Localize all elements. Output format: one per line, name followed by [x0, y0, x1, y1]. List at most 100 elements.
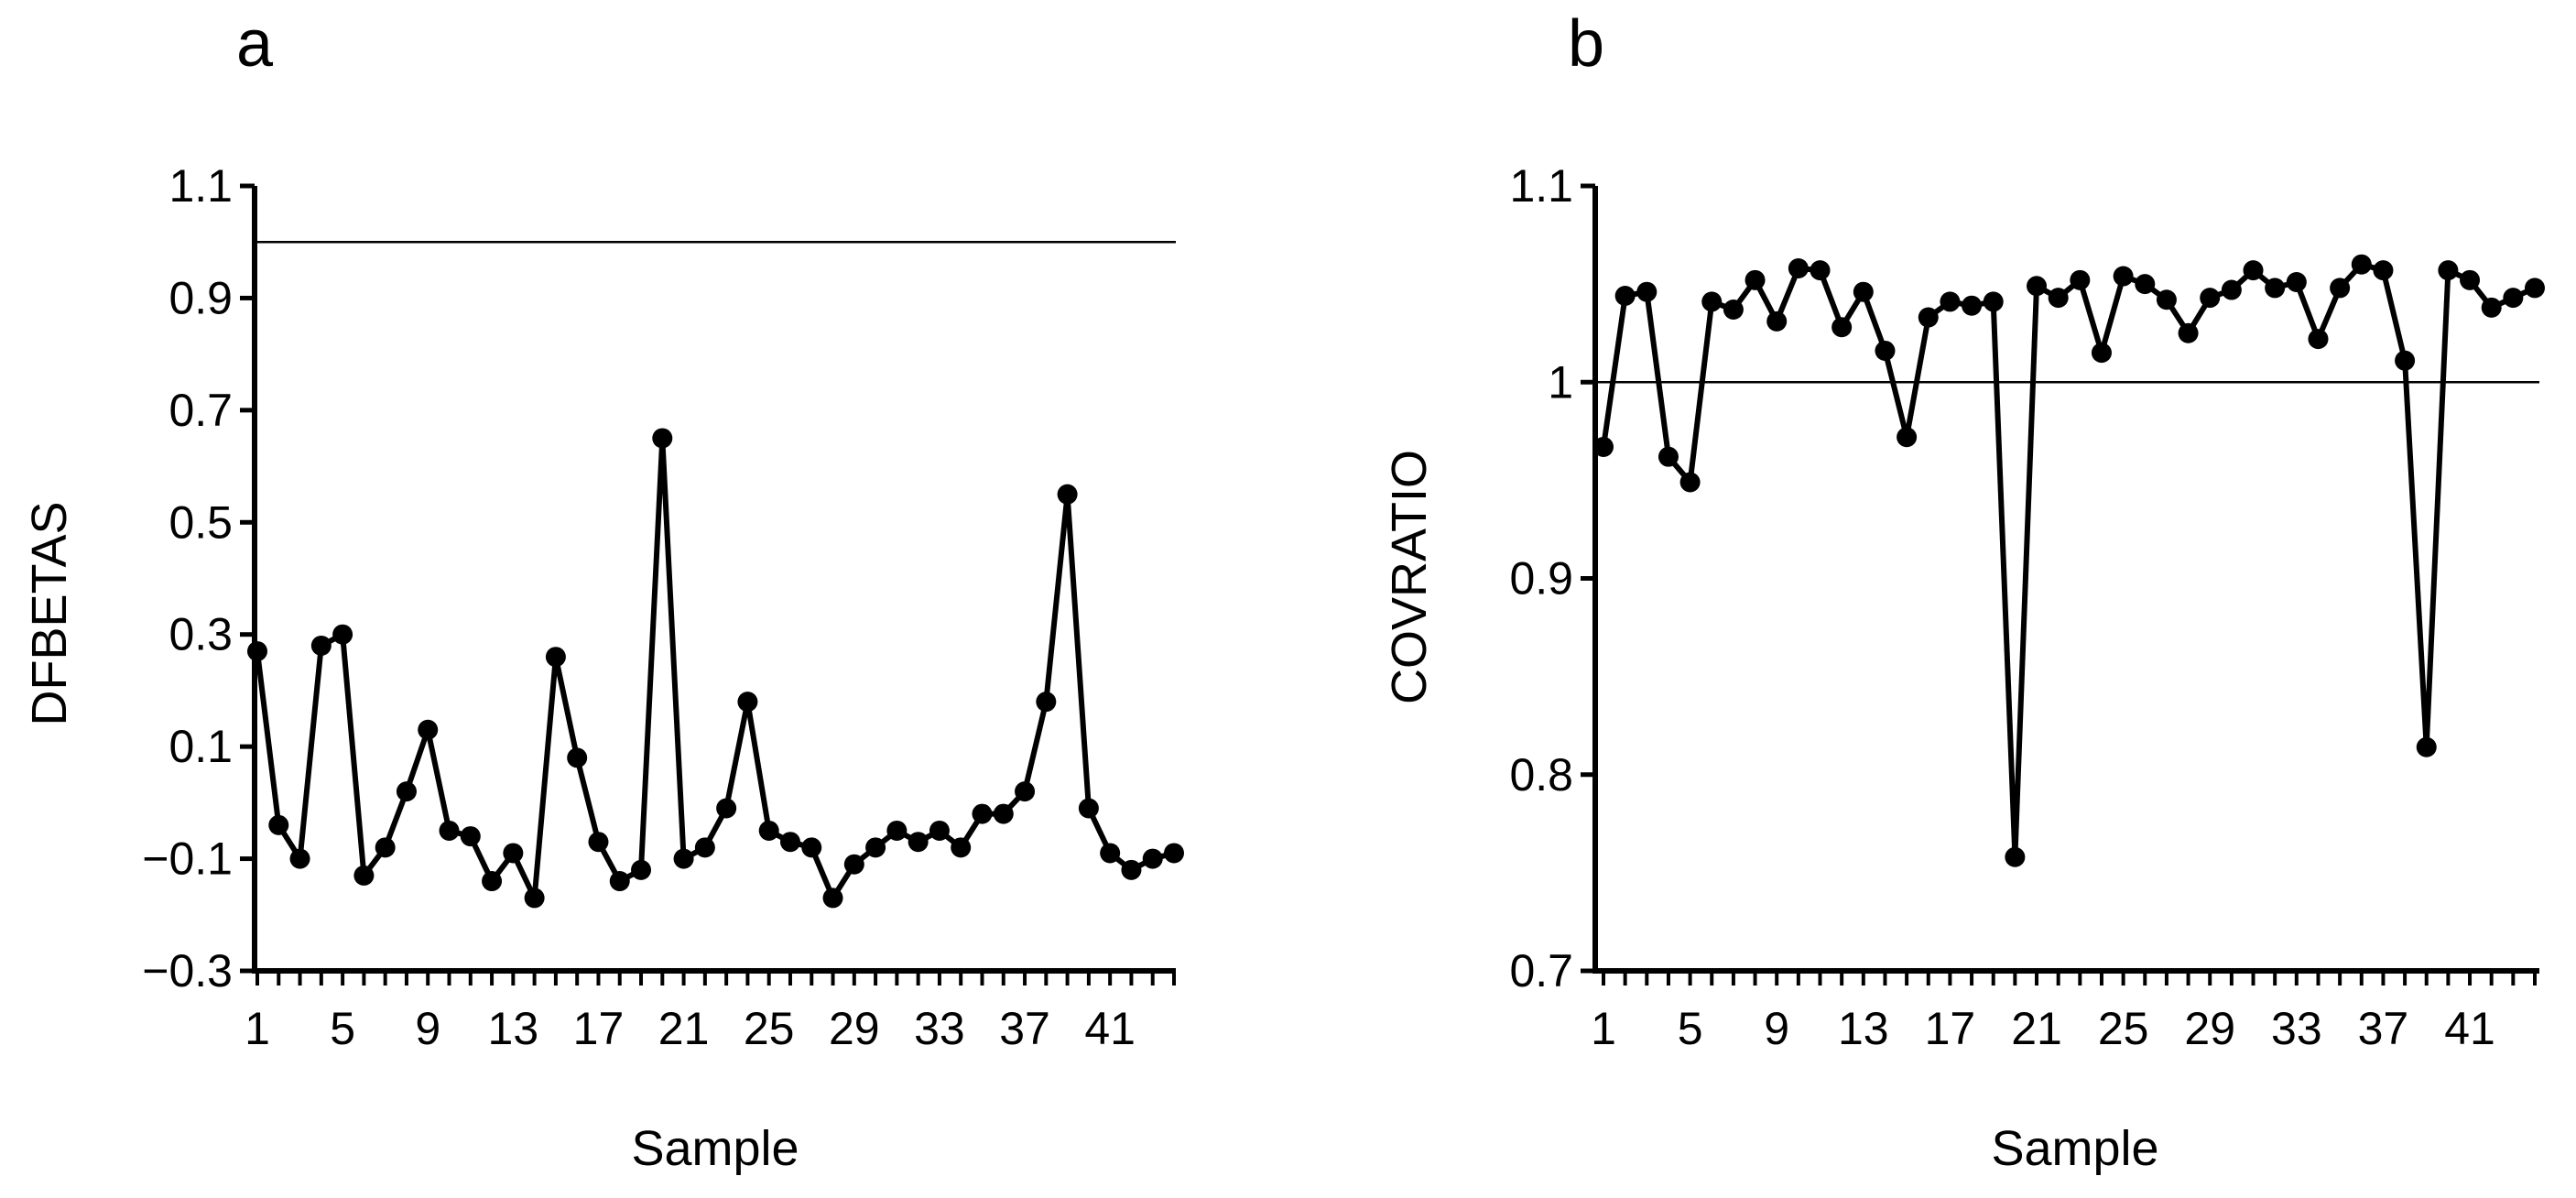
data-point-b-28: [2178, 322, 2199, 343]
y-tick-label-a-7: 1.1: [168, 160, 233, 212]
data-point-b-24: [2091, 343, 2112, 364]
x-tick-label-a-6: 25: [744, 1003, 795, 1054]
data-point-b-8: [1745, 269, 1766, 290]
data-point-a-43: [1142, 848, 1163, 869]
y-tick-label-b-2: 0.9: [1509, 553, 1573, 604]
x-tick-label-a-8: 33: [914, 1003, 965, 1054]
x-tick-label-b-2: 9: [1764, 1003, 1789, 1054]
data-point-a-31: [886, 820, 908, 841]
data-point-b-25: [2113, 266, 2134, 287]
data-point-b-16: [1918, 307, 1939, 328]
data-point-a-27: [801, 837, 822, 858]
data-point-b-6: [1701, 291, 1723, 312]
data-point-b-29: [2200, 288, 2221, 309]
data-point-a-34: [951, 837, 972, 858]
data-point-a-37: [1015, 781, 1036, 802]
data-point-b-10: [1788, 257, 1809, 278]
data-point-b-44: [2525, 278, 2545, 299]
data-point-b-35: [2330, 278, 2351, 299]
x-tick-label-b-5: 21: [2011, 1003, 2062, 1054]
axis-ticks-a: −0.3 −0.1 0.1 0.3 0.5 0.7 0.9 1.1 1 5 9 13 17 21 25 29 3…: [142, 160, 1176, 1054]
data-point-b-11: [1810, 260, 1831, 281]
data-point-b-19: [1983, 291, 2004, 312]
x-tick-label-a-5: 21: [658, 1003, 710, 1054]
data-point-b-21: [2027, 276, 2048, 297]
series-line-b: [1601, 261, 2537, 860]
data-point-b-12: [1831, 317, 1853, 338]
y-axis-title-a: DFBETAS: [22, 501, 77, 725]
data-point-a-38: [1036, 692, 1057, 713]
series-points-b: [1593, 254, 2545, 867]
y-axis-title-b: COVRATIO: [1382, 450, 1437, 704]
x-tick-label-b-3: 13: [1838, 1003, 1889, 1054]
x-tick-label-a-7: 29: [829, 1003, 880, 1054]
data-point-b-18: [1962, 295, 1983, 316]
data-point-b-22: [2048, 288, 2069, 309]
x-tick-label-a-4: 17: [573, 1003, 625, 1054]
data-point-a-36: [993, 803, 1014, 824]
data-point-b-23: [2070, 269, 2091, 290]
series-points-a: [247, 428, 1184, 909]
data-point-a-25: [758, 820, 779, 841]
data-point-b-30: [2221, 279, 2242, 300]
data-point-b-13: [1853, 281, 1874, 302]
y-tick-label-b-0: 0.7: [1509, 945, 1573, 997]
data-point-a-9: [418, 719, 439, 740]
x-tick-label-a-2: 9: [415, 1003, 440, 1054]
data-point-a-10: [439, 820, 460, 841]
data-point-a-12: [482, 871, 503, 892]
x-tick-label-a-3: 13: [488, 1003, 539, 1054]
data-point-a-35: [972, 803, 993, 824]
x-tick-label-b-1: 5: [1678, 1003, 1703, 1054]
data-point-a-26: [779, 832, 800, 853]
data-point-b-33: [2286, 271, 2307, 292]
chart-panel-b: b Sample COVRATIO 0.7 0.8 0.9 1 1.1 1 5 9 13 17 21…: [1382, 7, 2545, 1176]
data-point-a-20: [652, 428, 673, 449]
x-tick-label-b-6: 25: [2098, 1003, 2149, 1054]
y-tick-label-a-5: 0.7: [168, 385, 233, 436]
y-tick-label-b-3: 1: [1548, 356, 1573, 408]
data-point-a-4: [310, 635, 332, 656]
data-point-b-39: [2416, 736, 2437, 757]
y-tick-label-a-1: −0.1: [142, 833, 233, 885]
panel-label-a: a: [236, 7, 274, 81]
data-point-b-5: [1679, 472, 1701, 493]
series-line-a: [255, 435, 1175, 901]
data-point-a-18: [609, 871, 630, 892]
data-point-a-23: [716, 798, 737, 819]
data-point-a-19: [631, 859, 652, 880]
data-point-b-4: [1658, 446, 1679, 467]
data-point-a-17: [588, 832, 609, 853]
data-point-a-16: [567, 747, 588, 768]
data-point-a-15: [545, 647, 566, 668]
data-point-b-2: [1614, 285, 1636, 306]
data-point-a-3: [289, 848, 310, 869]
x-axis-title-b: Sample: [1991, 1121, 2158, 1176]
data-point-a-28: [822, 888, 843, 909]
data-point-a-22: [694, 837, 715, 858]
x-tick-label-b-0: 1: [1591, 1003, 1616, 1054]
data-point-b-1: [1593, 436, 1614, 457]
x-tick-label-b-10: 41: [2444, 1003, 2495, 1054]
data-point-b-41: [2460, 269, 2481, 290]
data-point-a-39: [1057, 484, 1078, 505]
data-point-b-7: [1723, 299, 1744, 320]
data-point-a-41: [1100, 843, 1121, 864]
axis-ticks-b: 0.7 0.8 0.9 1 1.1 1 5 9 13 17 21 25 29 33 37 41: [1509, 160, 2537, 1054]
data-point-b-42: [2481, 297, 2502, 318]
x-tick-label-b-7: 29: [2184, 1003, 2235, 1054]
y-tick-label-a-0: −0.3: [142, 945, 233, 997]
data-point-a-32: [908, 832, 929, 853]
x-tick-label-a-1: 5: [330, 1003, 355, 1054]
data-point-a-21: [673, 848, 694, 869]
panel-label-b: b: [1568, 7, 1604, 81]
data-point-b-31: [2243, 260, 2264, 281]
y-tick-label-a-3: 0.3: [168, 609, 233, 660]
data-point-a-7: [375, 837, 396, 858]
data-point-b-14: [1875, 340, 1896, 361]
data-point-b-15: [1897, 427, 1918, 448]
data-point-b-34: [2308, 329, 2329, 350]
data-point-b-20: [2005, 846, 2026, 867]
data-point-b-36: [2351, 254, 2372, 275]
